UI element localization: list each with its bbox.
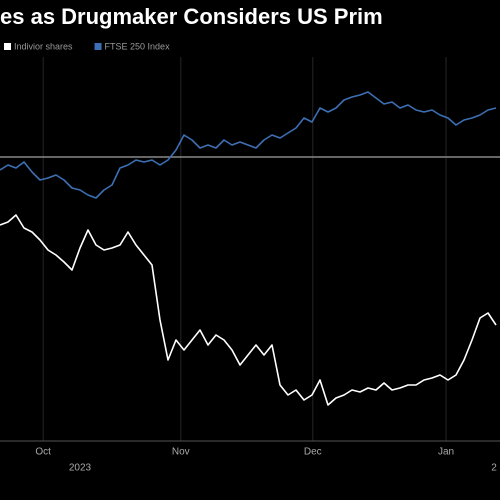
- legend-swatch: [94, 43, 102, 50]
- legend-label: FTSE 250 Index: [105, 41, 171, 51]
- chart-title: es as Drugmaker Considers US Prim: [0, 4, 383, 29]
- legend-swatch: [4, 43, 11, 50]
- x-tick-label: Nov: [172, 447, 190, 458]
- series-line: [0, 214, 497, 406]
- series-line: [0, 91, 497, 199]
- year-label: 2: [491, 463, 497, 474]
- x-tick-label: Jan: [438, 447, 454, 458]
- legend-label: Indivior shares: [14, 41, 73, 51]
- year-label: 2023: [69, 463, 92, 474]
- x-tick-label: Dec: [304, 447, 322, 458]
- x-tick-label: Oct: [35, 447, 51, 458]
